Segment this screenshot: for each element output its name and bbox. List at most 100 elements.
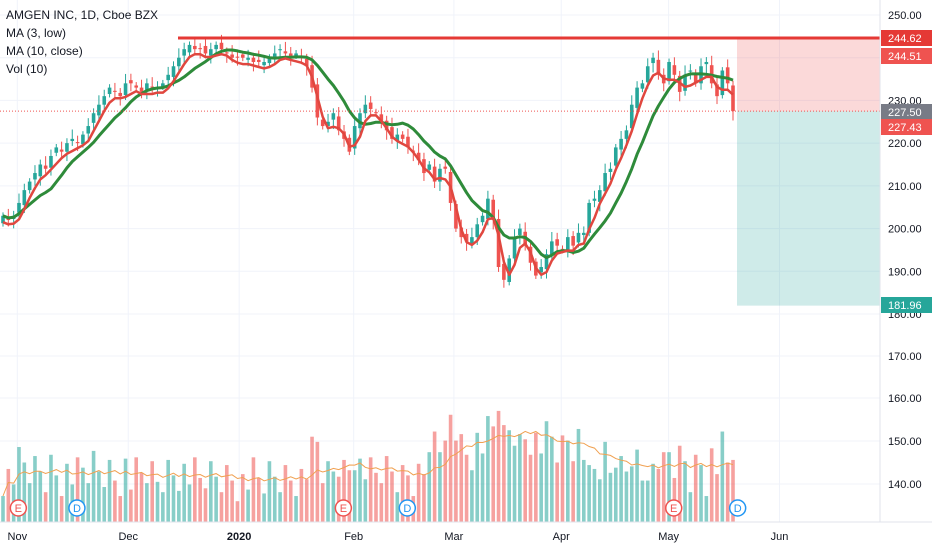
candle-body <box>363 104 368 114</box>
legend-ma3[interactable]: MA (3, low) <box>6 26 67 40</box>
candle-body <box>59 149 64 152</box>
volume-bar <box>731 459 735 522</box>
volume-bar <box>704 496 709 522</box>
price-levels <box>0 36 880 112</box>
volume-bar <box>166 459 170 522</box>
event-marker-earnings: E <box>334 499 353 517</box>
time-tick-label: Apr <box>553 531 570 543</box>
candle-body <box>640 83 645 89</box>
candle-body <box>427 164 432 170</box>
candle-body <box>27 181 32 191</box>
volume-bar <box>86 483 91 522</box>
price-axis[interactable]: 180.00190.00200.00210.00220.00230.00240.… <box>879 0 932 522</box>
candle-body <box>667 61 671 82</box>
candle-body <box>150 86 154 88</box>
moving-averages <box>2 48 734 277</box>
ma10-line <box>2 48 734 260</box>
volume-bar <box>230 480 234 522</box>
legend-vol[interactable]: Vol (10) <box>6 62 48 76</box>
candle-body <box>203 45 208 54</box>
candle-body <box>283 51 288 54</box>
volume-bar <box>54 475 59 522</box>
symbol-title[interactable]: AMGEN INC, 1D, Cboe BZX <box>6 8 159 22</box>
volume-bar <box>608 472 613 522</box>
candle-body <box>432 166 437 182</box>
legend-ma10[interactable]: MA (10, close) <box>6 44 83 58</box>
volume-bar <box>384 456 389 522</box>
price-tick-label: 250.00 <box>888 10 922 22</box>
volume-bar <box>219 492 224 522</box>
candle-body <box>613 147 618 166</box>
candle-body <box>491 199 496 221</box>
candle-body <box>38 164 43 177</box>
candle-body <box>715 84 719 97</box>
candle-body <box>33 173 37 180</box>
volume-bar <box>443 440 448 522</box>
volume-bar <box>416 463 421 522</box>
candle-body <box>368 102 373 109</box>
volume-bar <box>523 439 527 522</box>
candle-body <box>443 166 448 169</box>
dividend-marker-label: D <box>734 503 742 515</box>
volume-bar <box>629 466 634 522</box>
candle-body <box>502 263 506 280</box>
volume-bar <box>262 493 266 522</box>
volume-bar <box>198 477 202 522</box>
candle-body <box>145 83 149 90</box>
candle-body <box>288 53 293 58</box>
volume-bar <box>326 461 330 522</box>
volume-bar <box>320 483 325 522</box>
volume-bar <box>187 484 192 522</box>
volume-bar <box>395 492 400 522</box>
candle-body <box>81 134 85 145</box>
volume-bar <box>246 489 250 522</box>
dividend-marker-circle <box>398 499 417 517</box>
candle-body <box>107 87 112 95</box>
candle-body <box>683 74 687 91</box>
candle-body <box>1 215 5 224</box>
volume-tick-label: 160.00 <box>888 393 922 405</box>
volume-bar <box>193 457 197 522</box>
candle-body <box>693 72 698 84</box>
volume-tick-label: 170.00 <box>888 351 922 363</box>
volume-bar <box>304 479 309 522</box>
candle-body <box>555 239 559 246</box>
volume-bar <box>709 448 714 522</box>
volume-bar <box>566 440 570 522</box>
volume-bar <box>715 474 719 522</box>
candle-body <box>725 67 730 84</box>
volume-bar <box>438 452 442 522</box>
candle-body <box>118 92 123 97</box>
volume-bar <box>6 468 11 522</box>
volume-bar <box>661 452 666 522</box>
candle-body <box>518 228 522 235</box>
dividend-marker-label: D <box>403 503 411 515</box>
volume-bar <box>390 471 394 522</box>
price-tag-box <box>881 297 932 313</box>
time-axis[interactable]: Nov Dec 2020 Feb Mar Apr May Jun <box>0 521 932 543</box>
candle-body <box>113 90 117 92</box>
candle-body <box>91 113 96 123</box>
time-tick-label: Dec <box>118 531 138 543</box>
volume-bar <box>432 431 437 522</box>
candle-body <box>651 57 655 64</box>
volume-bar <box>91 450 96 522</box>
candle-body <box>438 168 442 182</box>
candle-body <box>470 237 474 244</box>
volume-bar <box>224 465 229 522</box>
event-marker-earnings: E <box>9 499 28 517</box>
price-tag-label: 181.96 <box>888 300 922 312</box>
candle-body <box>496 218 501 268</box>
time-tick-label: Mar <box>444 531 463 543</box>
volume-bar <box>464 454 469 522</box>
volume-bar <box>283 465 288 522</box>
volume-bar <box>496 410 501 522</box>
candle-body <box>230 54 234 58</box>
volume-bar <box>379 483 384 522</box>
candle-body <box>379 114 384 122</box>
volume-bar <box>640 480 645 522</box>
candle-body <box>395 134 400 142</box>
candle-body <box>374 112 378 114</box>
candle-body <box>272 53 277 57</box>
